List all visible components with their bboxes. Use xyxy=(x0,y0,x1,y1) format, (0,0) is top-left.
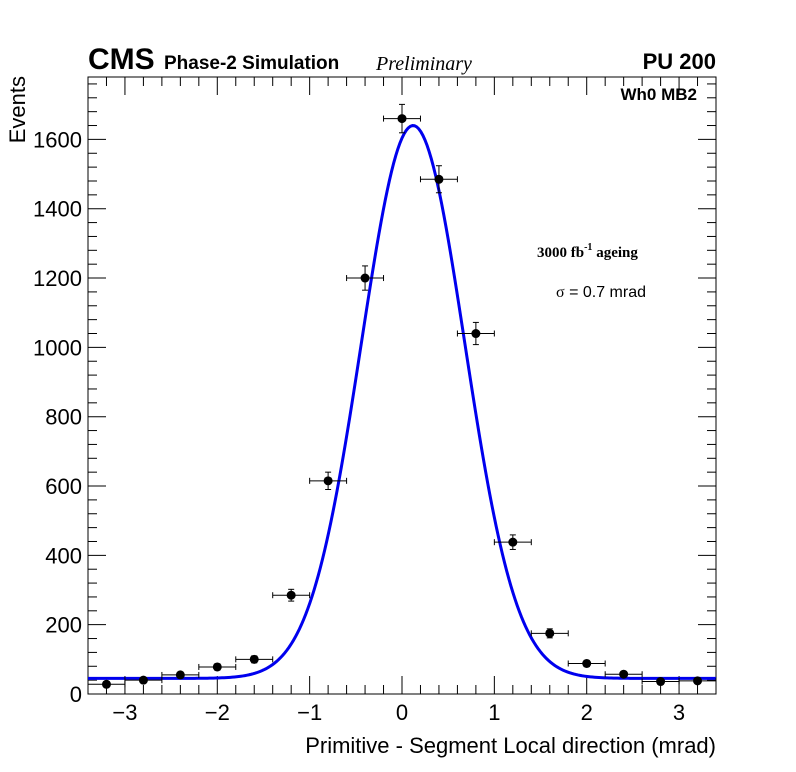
chamber-label: Wh0 MB2 xyxy=(621,85,698,104)
data-marker xyxy=(398,114,407,123)
tick-layer: −3 −2 −1 0 1 2 3 0 200 400 600 800 1000 1200 1400 1600 xyxy=(33,77,716,725)
ageing-suffix: ageing xyxy=(592,245,638,261)
preliminary-label: Preliminary xyxy=(375,53,472,75)
data-marker xyxy=(582,659,591,668)
x-tick-label: 3 xyxy=(673,700,685,725)
data-marker xyxy=(287,591,296,600)
ageing-exponent: -1 xyxy=(584,242,592,253)
y-tick-label: 1400 xyxy=(33,197,82,222)
data-marker xyxy=(361,274,370,283)
data-point xyxy=(568,659,605,668)
ageing-main: 3000 fb xyxy=(537,245,584,261)
x-tick-label: 0 xyxy=(396,700,408,725)
plot-canvas: −3 −2 −1 0 1 2 302004006008001000120014001600 … xyxy=(0,0,796,772)
data-marker xyxy=(250,655,259,664)
data-marker xyxy=(324,476,333,485)
data-marker xyxy=(545,629,554,638)
data-marker xyxy=(213,662,222,671)
y-tick-label: 1200 xyxy=(33,266,82,291)
data-marker xyxy=(102,680,111,689)
data-point xyxy=(88,680,125,689)
data-point xyxy=(236,655,273,664)
simulation-label: Phase-2 Simulation xyxy=(164,53,339,74)
data-point xyxy=(347,266,384,290)
data-marker xyxy=(176,670,185,679)
y-tick-label: 1600 xyxy=(33,127,82,152)
y-tick-label: 400 xyxy=(45,543,82,568)
data-marker xyxy=(693,676,702,685)
data-marker xyxy=(508,538,517,547)
y-tick-label: 1000 xyxy=(33,335,82,360)
cms-label: CMS xyxy=(88,43,155,76)
data-marker xyxy=(434,175,443,184)
data-point xyxy=(531,629,568,638)
y-tick-label: 200 xyxy=(45,613,82,638)
pileup-label: PU 200 xyxy=(643,49,716,74)
data-marker xyxy=(471,329,480,338)
data-marker xyxy=(139,676,148,685)
data-point xyxy=(199,662,236,671)
x-axis-title: Primitive - Segment Local direction (mra… xyxy=(305,733,716,758)
fit-curve xyxy=(88,126,716,679)
data-marker xyxy=(656,677,665,686)
y-tick-label: 600 xyxy=(45,474,82,499)
x-tick-label: 1 xyxy=(488,700,500,725)
data-layer xyxy=(88,104,716,688)
sigma-label: σ = 0.7 mrad xyxy=(556,284,646,301)
x-tick-label: −1 xyxy=(297,700,322,725)
sigma-value: = 0.7 mrad xyxy=(565,284,646,301)
y-tick-label: 0 xyxy=(70,682,82,707)
y-axis-title: Events xyxy=(5,76,30,143)
x-tick-label: −3 xyxy=(112,700,137,725)
data-point xyxy=(384,104,421,132)
frame-layer xyxy=(88,77,716,694)
x-tick-label: −2 xyxy=(205,700,230,725)
y-tick-label: 800 xyxy=(45,405,82,430)
data-marker xyxy=(619,670,628,679)
x-tick-label: 2 xyxy=(581,700,593,725)
data-point xyxy=(420,166,457,193)
fit-layer xyxy=(88,126,716,679)
figure: −3 −2 −1 0 1 2 3 0 200 400 600 800 1000 1200 1400 1600 … xyxy=(0,0,796,772)
ageing-label: 3000 fb-1 ageing xyxy=(537,242,638,261)
plot-frame xyxy=(88,77,716,694)
data-point xyxy=(273,589,310,601)
